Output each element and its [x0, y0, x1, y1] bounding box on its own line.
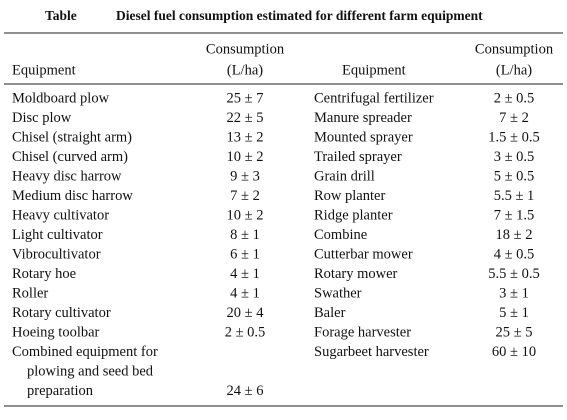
consumption-value: 3 ± 1 — [499, 285, 529, 301]
equipment-name: Trailed sprayer — [314, 149, 402, 165]
equipment-name: Disc plow — [12, 110, 72, 126]
equipment-name: Swather — [314, 285, 362, 301]
equipment-name: Heavy disc harrow — [12, 168, 122, 184]
equipment-name: Rotary mower — [314, 266, 398, 282]
consumption-value: 24 ± 6 — [227, 383, 264, 399]
equipment-name: Manure spreader — [314, 110, 412, 126]
equipment-name: Forage harvester — [314, 324, 411, 340]
caption-title: Diesel fuel consumption estimated for di… — [116, 8, 483, 23]
equipment-name: Ridge planter — [314, 207, 393, 223]
consumption-value: 7 ± 1.5 — [494, 207, 535, 223]
equipment-name: Chisel (straight arm) — [12, 129, 132, 145]
equipment-name: Light cultivator — [12, 227, 103, 243]
equipment-name: Hoeing toolbar — [12, 324, 100, 340]
equipment-name: Combine — [314, 227, 367, 243]
consumption-value: 4 ± 1 — [230, 266, 260, 282]
equipment-name: Rotary cultivator — [12, 305, 111, 321]
equipment-name: Sugarbeet harvester — [314, 344, 429, 360]
header-equipment: Equipment — [12, 62, 76, 78]
consumption-value: 25 ± 5 — [496, 324, 533, 340]
equipment-name: Rotary hoe — [12, 266, 76, 282]
consumption-value: 7 ± 2 — [230, 188, 260, 204]
equipment-name: Moldboard plow — [12, 90, 110, 106]
header-equipment: Equipment — [342, 62, 406, 78]
header-consumption: Consumption — [206, 41, 285, 57]
consumption-value: 4 ± 1 — [230, 285, 260, 301]
header-consumption: Consumption — [475, 41, 554, 57]
consumption-value: 5.5 ± 0.5 — [488, 266, 539, 282]
consumption-value: 3 ± 0.5 — [494, 149, 535, 165]
equipment-name: Grain drill — [314, 168, 375, 184]
consumption-value: 2 ± 0.5 — [494, 90, 535, 106]
consumption-value: 4 ± 0.5 — [494, 246, 535, 262]
equipment-name: Medium disc harrow — [12, 188, 133, 204]
equipment-name: Combined equipment for — [12, 344, 158, 360]
consumption-value: 25 ± 7 — [227, 90, 264, 106]
consumption-value: 22 ± 5 — [227, 110, 264, 126]
equipment-name: plowing and seed bed — [27, 363, 154, 379]
equipment-name: Centrifugal fertilizer — [314, 90, 434, 106]
caption-label: Table — [45, 8, 77, 23]
header-unit: (L/ha) — [227, 62, 263, 78]
equipment-name: Heavy cultivator — [12, 207, 109, 223]
consumption-value: 10 ± 2 — [227, 149, 264, 165]
consumption-value: 5 ± 1 — [499, 305, 529, 321]
header-unit: (L/ha) — [496, 62, 532, 78]
consumption-value: 13 ± 2 — [227, 129, 264, 145]
consumption-value: 6 ± 1 — [230, 246, 260, 262]
consumption-value: 20 ± 4 — [227, 305, 265, 321]
consumption-value: 5 ± 0.5 — [494, 168, 535, 184]
consumption-value: 10 ± 2 — [227, 207, 264, 223]
consumption-value: 9 ± 3 — [230, 168, 260, 184]
consumption-value: 1.5 ± 0.5 — [488, 129, 539, 145]
equipment-name: Chisel (curved arm) — [12, 149, 128, 165]
consumption-value: 18 ± 2 — [496, 227, 533, 243]
equipment-name: Baler — [314, 305, 346, 321]
consumption-value: 2 ± 0.5 — [225, 324, 266, 340]
equipment-name: Vibrocultivator — [12, 246, 101, 262]
consumption-value: 8 ± 1 — [230, 227, 260, 243]
consumption-value: 5.5 ± 1 — [494, 188, 535, 204]
equipment-name: Roller — [12, 285, 48, 301]
equipment-name: Row planter — [314, 188, 385, 204]
consumption-value: 60 ± 10 — [492, 344, 536, 360]
equipment-name: Cutterbar mower — [314, 246, 413, 262]
consumption-value: 7 ± 2 — [499, 110, 529, 126]
equipment-name: Mounted sprayer — [314, 129, 413, 145]
equipment-name: preparation — [27, 383, 94, 399]
